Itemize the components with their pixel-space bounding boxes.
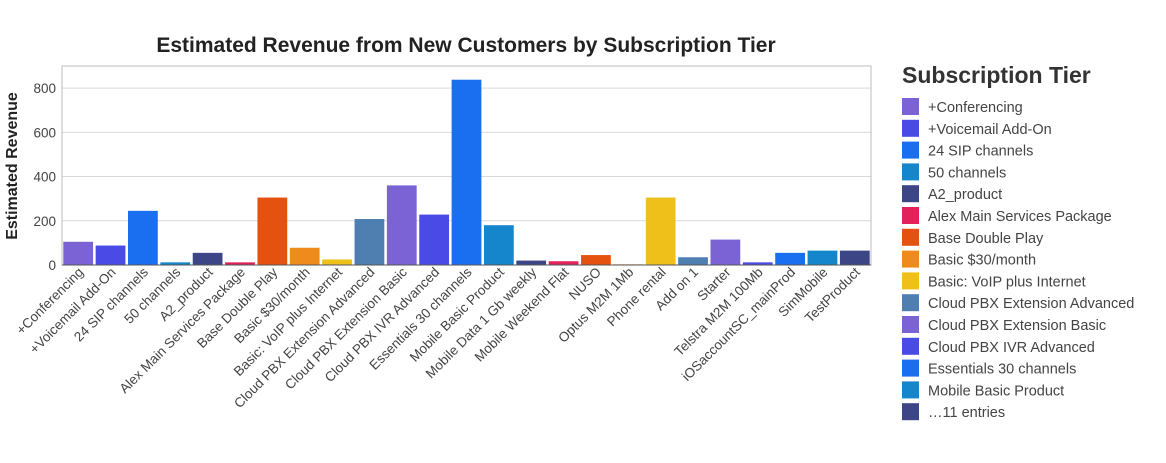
y-tick-label: 600 xyxy=(33,125,56,140)
bar[interactable] xyxy=(63,241,94,265)
chart-title: Estimated Revenue from New Customers by … xyxy=(156,34,775,57)
y-axis-label: Estimated Revenue xyxy=(4,92,21,240)
bar[interactable] xyxy=(483,225,514,265)
bar[interactable] xyxy=(807,250,838,265)
bar[interactable] xyxy=(257,197,288,265)
legend-swatch xyxy=(902,141,919,159)
legend-swatch xyxy=(902,119,919,137)
legend-swatch xyxy=(902,185,919,203)
legend-label: Cloud PBX Extension Advanced xyxy=(928,296,1134,312)
y-tick-label: 0 xyxy=(48,258,56,273)
legend-label: Alex Main Services Package xyxy=(928,209,1112,225)
bar[interactable] xyxy=(95,245,126,265)
legend-label: Base Double Play xyxy=(928,231,1044,247)
legend-swatch xyxy=(902,207,919,224)
legend-label: 24 SIP channels xyxy=(928,144,1033,160)
legend-label: +Conferencing xyxy=(928,100,1023,116)
legend-label: …11 entries xyxy=(928,405,1005,421)
bar[interactable] xyxy=(289,247,320,265)
bar[interactable] xyxy=(225,262,255,265)
bar[interactable] xyxy=(160,262,191,265)
legend-swatch xyxy=(902,294,919,312)
legend-label: Cloud PBX IVR Advanced xyxy=(928,340,1095,356)
legend-label: A2_product xyxy=(928,187,1002,203)
bar[interactable] xyxy=(581,255,611,265)
legend-swatch xyxy=(902,163,919,181)
y-tick-label: 800 xyxy=(33,81,56,96)
legend-swatch xyxy=(902,272,919,290)
y-tick-label: 200 xyxy=(33,214,56,229)
bar[interactable] xyxy=(775,252,805,265)
bar[interactable] xyxy=(128,210,158,265)
bar[interactable] xyxy=(192,252,223,265)
legend-label: +Voicemail Add-On xyxy=(928,122,1052,138)
bar[interactable] xyxy=(678,257,708,265)
legend-label: Essentials 30 channels xyxy=(928,362,1076,378)
legend-swatch xyxy=(902,316,919,333)
bar[interactable] xyxy=(548,261,579,265)
bar[interactable] xyxy=(419,214,450,265)
legend-label: Basic: VoIP plus Internet xyxy=(928,274,1086,290)
legend: +Conferencing +Voicemail Add-On 24 SIP cha… xyxy=(902,98,1134,421)
y-tick-label: 400 xyxy=(33,170,56,185)
bar[interactable] xyxy=(354,219,385,265)
bar[interactable] xyxy=(645,197,676,265)
legend-title: Subscription Tier xyxy=(902,62,1091,88)
legend-swatch xyxy=(902,250,919,268)
legend-swatch xyxy=(902,98,919,115)
legend-label: Cloud PBX Extension Basic xyxy=(928,318,1106,334)
legend-swatch xyxy=(902,228,919,246)
legend-label: Mobile Basic Product xyxy=(928,383,1064,399)
bar[interactable] xyxy=(386,185,417,265)
bar[interactable] xyxy=(516,260,547,265)
bar[interactable] xyxy=(839,250,870,265)
legend-label: Basic $30/month xyxy=(928,253,1036,269)
bar[interactable] xyxy=(322,259,352,265)
legend-swatch xyxy=(902,381,919,399)
bar[interactable] xyxy=(742,262,773,265)
bar[interactable] xyxy=(710,239,741,265)
legend-swatch xyxy=(902,337,919,355)
legend-swatch xyxy=(902,403,919,421)
legend-swatch xyxy=(902,359,919,377)
legend-label: 50 channels xyxy=(928,165,1006,181)
bar[interactable] xyxy=(451,79,482,265)
